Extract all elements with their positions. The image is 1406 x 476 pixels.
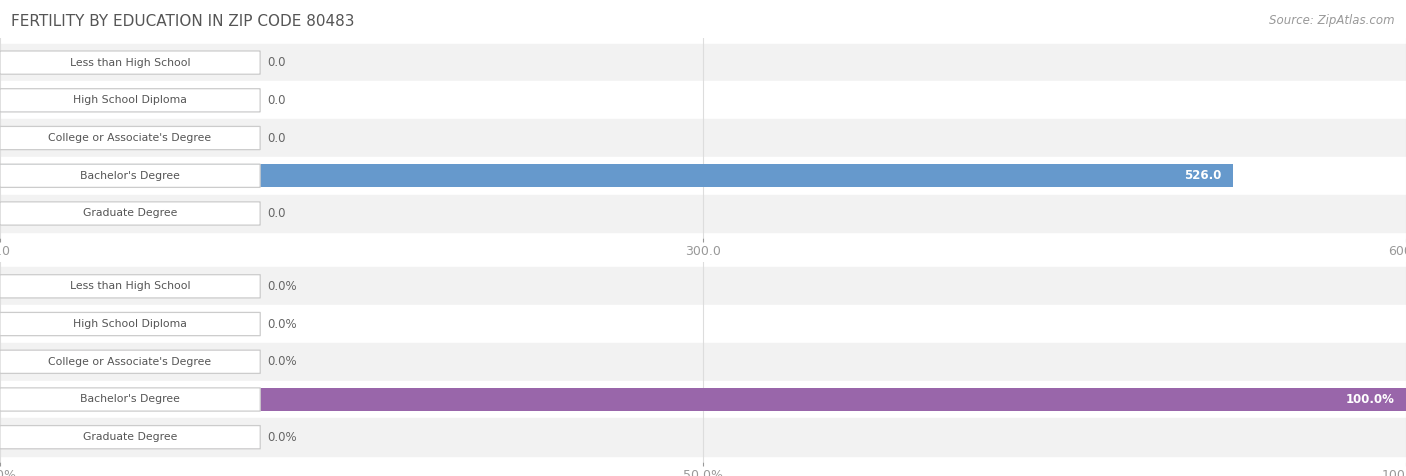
FancyBboxPatch shape	[0, 127, 260, 149]
Text: 0.0: 0.0	[267, 94, 285, 107]
Bar	[0, 275, 260, 298]
Bar	[0, 202, 260, 225]
Text: Graduate Degree: Graduate Degree	[83, 208, 177, 218]
FancyBboxPatch shape	[0, 51, 260, 74]
Text: Less than High School: Less than High School	[70, 281, 190, 291]
FancyBboxPatch shape	[0, 275, 260, 298]
Text: 0.0%: 0.0%	[267, 317, 297, 330]
Text: 526.0: 526.0	[1184, 169, 1222, 182]
Text: Bachelor's Degree: Bachelor's Degree	[80, 395, 180, 405]
Bar	[0, 51, 260, 74]
Bar	[0, 157, 1406, 195]
Text: High School Diploma: High School Diploma	[73, 95, 187, 105]
Text: High School Diploma: High School Diploma	[73, 319, 187, 329]
Bar	[0, 313, 260, 336]
Bar	[0, 44, 1406, 81]
Bar	[0, 195, 1406, 232]
Bar	[0, 81, 1406, 119]
Bar	[0, 388, 1406, 411]
FancyBboxPatch shape	[0, 350, 260, 373]
Bar	[0, 426, 260, 448]
Text: 0.0: 0.0	[267, 131, 285, 145]
FancyBboxPatch shape	[0, 426, 260, 449]
Text: Source: ZipAtlas.com: Source: ZipAtlas.com	[1270, 14, 1395, 27]
FancyBboxPatch shape	[0, 202, 260, 225]
Bar	[0, 343, 1406, 381]
Text: College or Associate's Degree: College or Associate's Degree	[48, 133, 212, 143]
Text: 0.0: 0.0	[267, 56, 285, 69]
Text: 0.0%: 0.0%	[267, 355, 297, 368]
Bar	[0, 381, 1406, 418]
Bar	[0, 89, 260, 112]
Text: 0.0%: 0.0%	[267, 280, 297, 293]
Text: 0.0%: 0.0%	[267, 431, 297, 444]
Bar	[0, 164, 1233, 187]
FancyBboxPatch shape	[0, 89, 260, 112]
Bar	[0, 350, 260, 373]
FancyBboxPatch shape	[0, 164, 260, 188]
FancyBboxPatch shape	[0, 312, 260, 336]
Text: 0.0: 0.0	[267, 207, 285, 220]
Text: College or Associate's Degree: College or Associate's Degree	[48, 357, 212, 367]
Text: Graduate Degree: Graduate Degree	[83, 432, 177, 442]
Bar	[0, 268, 1406, 305]
Bar	[0, 305, 1406, 343]
Text: FERTILITY BY EDUCATION IN ZIP CODE 80483: FERTILITY BY EDUCATION IN ZIP CODE 80483	[11, 14, 354, 30]
Bar	[0, 418, 1406, 456]
Text: 100.0%: 100.0%	[1346, 393, 1395, 406]
Bar	[0, 127, 260, 149]
Text: Bachelor's Degree: Bachelor's Degree	[80, 171, 180, 181]
FancyBboxPatch shape	[0, 388, 260, 411]
Bar	[0, 119, 1406, 157]
Text: Less than High School: Less than High School	[70, 58, 190, 68]
